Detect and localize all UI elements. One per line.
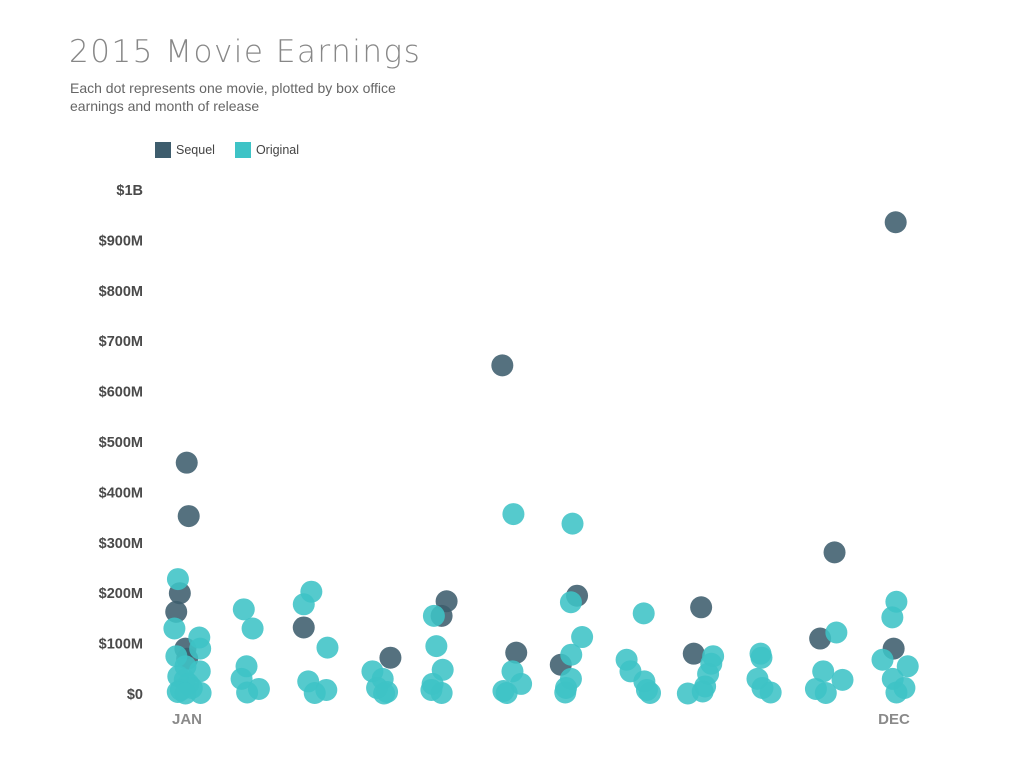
original-dot[interactable] xyxy=(163,617,186,640)
y-tick-label: $1B xyxy=(116,183,143,199)
original-dot[interactable] xyxy=(676,682,699,705)
y-tick-label: $100M xyxy=(99,637,143,653)
y-tick-label: $200M xyxy=(99,586,143,602)
original-dot[interactable] xyxy=(559,591,582,614)
y-tick-label: $500M xyxy=(99,435,143,451)
legend-label-original: Original xyxy=(255,143,300,157)
original-dot[interactable] xyxy=(812,660,835,683)
legend-swatch-sequel xyxy=(155,142,171,158)
x-tick-label: DEC xyxy=(878,711,910,728)
legend-swatch-original xyxy=(234,142,251,158)
original-dot[interactable] xyxy=(831,668,854,691)
original-dot[interactable] xyxy=(303,681,326,704)
original-dot[interactable] xyxy=(560,643,583,666)
original-dot[interactable] xyxy=(422,604,445,627)
x-axis: JAN DEC xyxy=(172,711,910,728)
y-tick-label: $0 xyxy=(127,687,143,703)
sequel-dot[interactable] xyxy=(165,600,188,623)
x-tick-label: JAN xyxy=(172,711,202,728)
original-dot[interactable] xyxy=(495,681,518,704)
sequel-dot[interactable] xyxy=(690,596,713,619)
legend-label-sequel: Sequel xyxy=(176,143,215,157)
sequel-dot[interactable] xyxy=(177,505,200,528)
original-dot[interactable] xyxy=(896,655,919,678)
original-dot[interactable] xyxy=(232,598,255,621)
sequel-dot[interactable] xyxy=(491,354,514,377)
y-tick-label: $700M xyxy=(99,334,143,350)
legend: Sequel Original xyxy=(155,142,299,158)
original-dot[interactable] xyxy=(639,681,662,704)
original-dot[interactable] xyxy=(825,621,848,644)
sequel-dot[interactable] xyxy=(292,616,315,639)
original-dot[interactable] xyxy=(425,635,448,658)
original-dot[interactable] xyxy=(554,681,577,704)
original-dot[interactable] xyxy=(502,503,525,526)
original-dot[interactable] xyxy=(632,602,655,625)
original-dot[interactable] xyxy=(814,681,837,704)
sequel-dot[interactable] xyxy=(379,646,402,669)
original-dot[interactable] xyxy=(885,681,908,704)
legend-item-sequel: Sequel xyxy=(155,142,215,158)
y-tick-label: $400M xyxy=(99,485,143,501)
sequel-dot[interactable] xyxy=(823,541,846,564)
original-dot[interactable] xyxy=(174,682,197,705)
y-tick-label: $600M xyxy=(99,385,143,401)
sequel-dot[interactable] xyxy=(505,641,528,664)
y-tick-label: $300M xyxy=(99,536,143,552)
y-tick-label: $800M xyxy=(99,284,143,300)
original-dot[interactable] xyxy=(316,636,339,659)
original-dot[interactable] xyxy=(759,681,782,704)
original-dot[interactable] xyxy=(373,682,396,705)
chart-title: 2015 Movie Earnings xyxy=(69,34,422,70)
sequel-dot[interactable] xyxy=(175,451,198,474)
original-dot[interactable] xyxy=(871,648,894,671)
dots-layer xyxy=(163,211,919,705)
y-tick-label: $900M xyxy=(99,233,143,249)
y-axis: $0 $100M $200M $300M $400M $500M $600M $700M $80… xyxy=(99,183,143,703)
original-dot[interactable] xyxy=(166,568,189,591)
sequel-dot[interactable] xyxy=(682,642,705,665)
original-dot[interactable] xyxy=(881,606,904,629)
original-dot[interactable] xyxy=(750,646,773,669)
original-dot[interactable] xyxy=(241,617,264,640)
original-dot[interactable] xyxy=(571,626,594,649)
original-dot[interactable] xyxy=(561,512,584,535)
sequel-dot[interactable] xyxy=(884,211,907,234)
original-dot[interactable] xyxy=(189,637,212,660)
original-dot[interactable] xyxy=(236,681,259,704)
legend-item-original: Original xyxy=(234,142,300,158)
original-dot[interactable] xyxy=(430,681,453,704)
chart-subtitle: Each dot represents one movie, plotted b… xyxy=(70,80,396,114)
original-dot[interactable] xyxy=(292,593,315,616)
